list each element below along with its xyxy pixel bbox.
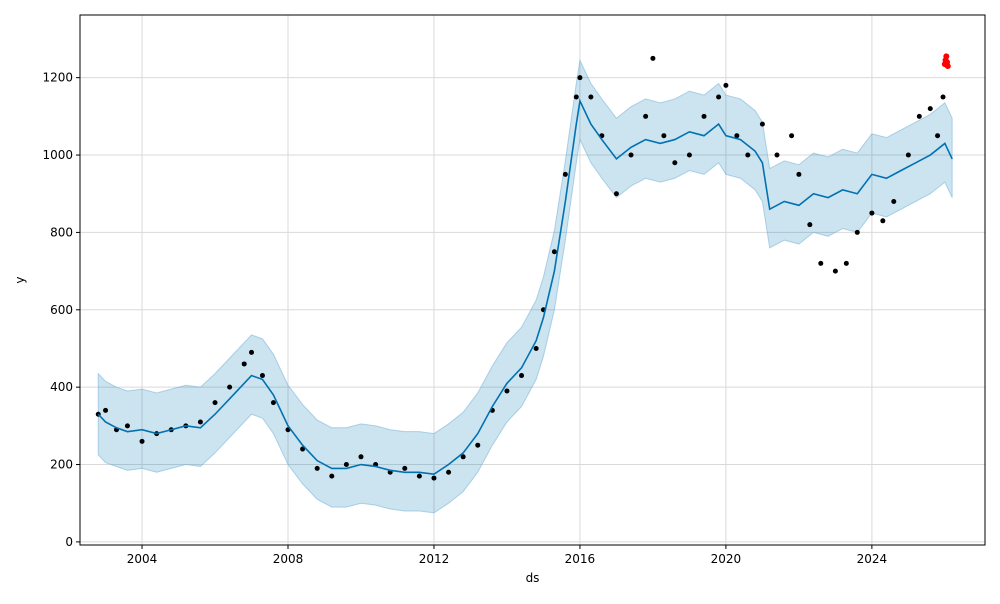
observed-point: [103, 407, 109, 413]
observed-point: [259, 373, 265, 379]
observed-point: [573, 94, 579, 100]
observed-point: [672, 160, 678, 166]
y-tick-label: 600: [50, 303, 73, 317]
grid-lines: [80, 15, 985, 545]
x-tick-label: 2020: [711, 552, 742, 566]
observed-point: [661, 133, 667, 139]
observed-point: [734, 133, 740, 139]
observed-point: [270, 400, 276, 406]
observed-point: [940, 94, 946, 100]
y-tick-label: 0: [65, 535, 73, 549]
uncertainty-band-area: [97, 58, 953, 514]
observed-point: [880, 218, 886, 224]
observed-point: [916, 113, 922, 119]
observed-point: [745, 152, 751, 158]
observed-point: [577, 75, 583, 81]
x-tick-label: 2008: [273, 552, 304, 566]
observed-point: [588, 94, 594, 100]
observed-point: [533, 345, 539, 351]
observed-point: [789, 133, 795, 139]
observed-point: [643, 113, 649, 119]
x-tick-label: 2004: [127, 552, 158, 566]
observed-point: [431, 475, 437, 481]
observed-point: [300, 446, 306, 452]
observed-point: [723, 82, 729, 88]
observed-point: [358, 454, 364, 460]
observed-point: [314, 465, 320, 471]
observed-point: [241, 361, 247, 367]
observed-point: [460, 454, 466, 460]
x-tick-label: 2016: [565, 552, 596, 566]
observed-point: [807, 222, 813, 228]
observed-point: [562, 171, 568, 177]
observed-point: [716, 94, 722, 100]
y-tick-label: 1000: [42, 148, 73, 162]
observed-point: [249, 349, 255, 355]
uncertainty-band: [97, 58, 953, 514]
recent-point: [944, 63, 951, 70]
y-tick-label: 200: [50, 458, 73, 472]
recent-point: [943, 53, 950, 60]
observed-point: [701, 113, 707, 119]
observed-point: [774, 152, 780, 158]
forecast-line: [97, 98, 953, 476]
observed-point: [686, 152, 692, 158]
observed-point: [446, 469, 452, 475]
observed-point: [796, 171, 802, 177]
observed-point: [416, 473, 422, 479]
y-tick-label: 800: [50, 225, 73, 239]
observed-point: [504, 388, 510, 394]
y-tick-label: 1200: [42, 71, 73, 85]
observed-point: [843, 260, 849, 266]
y-axis-label: y: [13, 276, 27, 283]
observed-point: [227, 384, 233, 390]
observed-point: [650, 55, 656, 61]
recent-points: [941, 53, 951, 70]
observed-point: [139, 438, 145, 444]
observed-point: [402, 465, 408, 471]
observed-point: [613, 191, 619, 197]
observed-point: [832, 268, 838, 274]
observed-point: [551, 249, 557, 255]
y-tick-label: 400: [50, 380, 73, 394]
x-tick-label: 2024: [857, 552, 888, 566]
observed-point: [124, 423, 130, 429]
observed-point: [935, 133, 941, 139]
plot-frame: [79, 14, 986, 546]
observed-point: [628, 152, 634, 158]
observed-point: [212, 400, 218, 406]
observed-point: [759, 121, 765, 127]
observed-point: [891, 198, 897, 204]
observed-point: [329, 473, 335, 479]
observed-point: [854, 229, 860, 235]
observed-point: [927, 106, 933, 112]
x-axis-label: ds: [526, 571, 540, 585]
observed-point: [818, 260, 824, 266]
observed-point: [905, 152, 911, 158]
observed-point: [343, 462, 349, 468]
observed-point: [519, 373, 525, 379]
forecast-line-group: [97, 98, 953, 476]
observed-point: [869, 210, 875, 216]
y-axis-ticks: 0 200 400 600 800 1000 1200: [42, 71, 80, 549]
observed-point: [197, 419, 203, 425]
x-tick-label: 2012: [419, 552, 450, 566]
x-axis-ticks: 2004 2008 2012 2016 2020 2024: [127, 545, 887, 566]
observed-point: [475, 442, 481, 448]
